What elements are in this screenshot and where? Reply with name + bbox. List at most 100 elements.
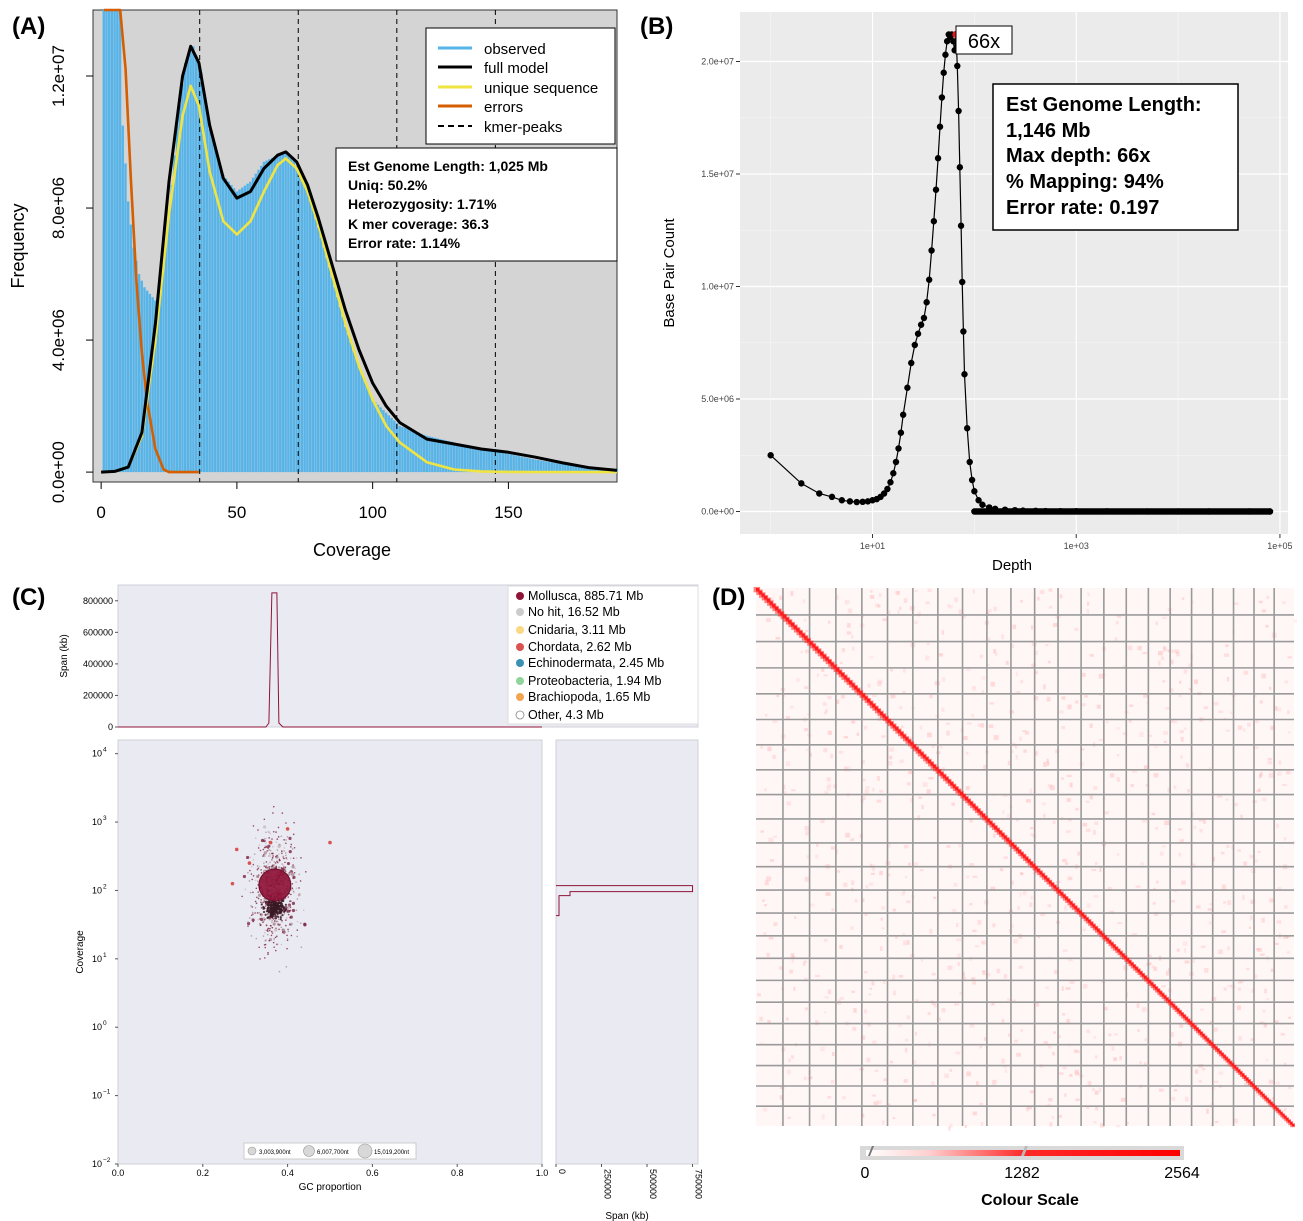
hic-background-pixel — [929, 694, 933, 699]
hic-background-pixel — [826, 777, 831, 782]
contig-point-dense — [266, 907, 270, 910]
contig-point — [278, 853, 280, 855]
contig-point-dense — [267, 911, 270, 914]
size-legend-circle-large — [357, 1143, 373, 1159]
hic-background-pixel — [962, 971, 965, 977]
colour-scale-high-handle[interactable] — [1021, 1146, 1028, 1156]
hic-background-pixel — [1139, 732, 1144, 737]
c-y-tick-exponent: 4 — [103, 747, 107, 754]
hic-background-pixel — [956, 938, 961, 942]
hic-background-pixel — [987, 609, 992, 613]
b-y-tick-label: 2.0e+07 — [701, 57, 734, 67]
hic-background-pixel — [926, 789, 931, 794]
c-top-y-tick-label: 0 — [108, 722, 113, 732]
hic-background-pixel — [981, 676, 986, 680]
observed-bar — [485, 449, 488, 473]
hic-background-pixel — [786, 801, 792, 806]
hic-background-pixel — [824, 711, 827, 715]
hic-background-pixel — [1012, 624, 1017, 630]
contig-point — [267, 951, 269, 954]
diag-band-core — [960, 792, 964, 796]
contig-point — [268, 867, 271, 870]
hic-background-pixel — [863, 725, 868, 730]
observed-bar — [517, 456, 521, 473]
hic-background-pixel — [1162, 645, 1166, 651]
hic-background-pixel — [1144, 1062, 1147, 1066]
hic-background-pixel — [1122, 732, 1128, 735]
observed-bar — [379, 407, 382, 473]
depth-point — [930, 218, 938, 225]
hic-background-pixel — [835, 594, 839, 600]
hic-background-pixel — [804, 649, 810, 654]
hic-background-pixel — [1100, 938, 1103, 941]
observed-bar — [300, 176, 304, 473]
panel-b-points — [767, 30, 1274, 515]
hic-background-pixel — [913, 1060, 917, 1064]
depth-point — [895, 445, 902, 452]
hic-background-pixel — [1214, 1120, 1219, 1124]
hic-background-pixel — [966, 666, 971, 671]
observed-bar — [178, 104, 181, 473]
contig-point-dense — [262, 910, 266, 914]
observed-bar — [403, 427, 407, 473]
contig-point — [255, 937, 258, 940]
hic-background-pixel — [804, 825, 810, 831]
hic-background-pixel — [879, 946, 883, 951]
hic-background-pixel — [1158, 1088, 1164, 1092]
panel-b-annotation-line-3: Max depth: 66x — [1006, 145, 1150, 167]
contig-point-dense — [285, 908, 288, 911]
size-legend-label-medium: 6,007,700nt — [317, 1150, 349, 1156]
diag-band-core — [859, 691, 863, 695]
hic-background-pixel — [838, 750, 844, 754]
taxon-legend-box — [507, 585, 699, 725]
observed-bar — [428, 436, 431, 473]
errors-line — [103, 8, 199, 474]
hic-background-pixel — [901, 725, 904, 729]
hic-background-pixel — [954, 1003, 960, 1006]
observed-bar — [501, 452, 505, 473]
contig-point — [276, 920, 279, 923]
observed-bar — [208, 128, 211, 473]
colour-scale-low-handle[interactable] — [868, 1146, 874, 1156]
contig-point — [254, 906, 257, 909]
hic-background-pixel — [1142, 651, 1148, 655]
diag-band-core — [1003, 835, 1007, 839]
observed-bar — [558, 463, 562, 473]
contig-point — [267, 930, 269, 932]
hic-background-pixel — [804, 1007, 809, 1011]
hic-background-pixel — [863, 971, 868, 974]
hic-background-pixel — [1116, 620, 1119, 625]
diag-band-core — [1062, 894, 1066, 898]
hic-background-pixel — [1182, 941, 1188, 946]
contig-point — [273, 920, 276, 923]
hic-background-pixel — [1094, 1090, 1099, 1095]
observed-bar — [496, 451, 499, 473]
hic-background-pixel — [1067, 818, 1072, 822]
hic-background-pixel — [1237, 849, 1241, 852]
contig-point — [249, 917, 251, 919]
hic-background-pixel — [1048, 588, 1053, 592]
hic-background-pixel — [929, 928, 933, 934]
hic-background-pixel — [993, 606, 998, 612]
hic-background-pixel — [861, 759, 865, 764]
observed-bar — [365, 386, 369, 473]
observed-bar — [561, 464, 564, 473]
contig-point — [265, 924, 268, 927]
b-x-tick-label: 1e+01 — [860, 541, 885, 551]
hic-background-pixel — [1253, 746, 1259, 749]
depth-point — [957, 222, 965, 229]
hic-background-pixel — [965, 751, 969, 755]
observed-bar — [124, 163, 127, 473]
hic-background-pixel — [816, 842, 819, 847]
depth-point — [960, 328, 967, 335]
hic-background-pixel — [931, 1081, 935, 1086]
hic-background-pixel — [927, 588, 932, 593]
hic-background-pixel — [1116, 853, 1120, 856]
contig-point — [252, 891, 254, 894]
colour-scale-label: Colour Scale — [981, 1192, 1079, 1209]
hic-background-pixel — [894, 591, 898, 595]
hic-background-pixel — [1091, 868, 1097, 872]
hic-background-pixel — [1286, 951, 1290, 954]
hic-background-pixel — [1075, 1050, 1081, 1054]
